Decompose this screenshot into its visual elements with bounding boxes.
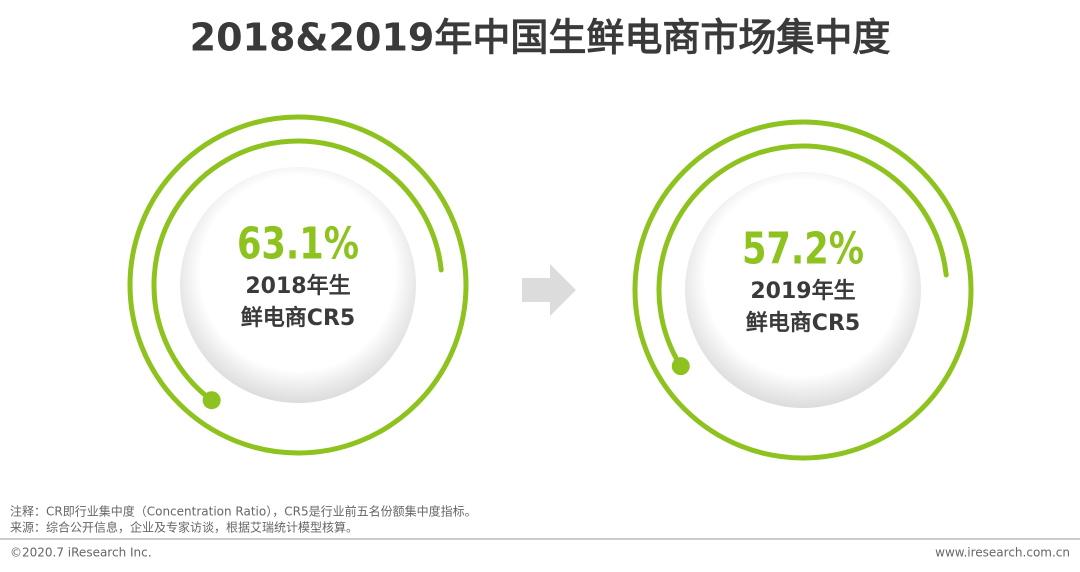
progress-arc [151, 138, 444, 403]
progress-arc [656, 143, 949, 369]
footer-right: www.iresearch.com.cn [935, 546, 1070, 560]
ring-label: 2019年生 [750, 278, 855, 304]
disk [180, 167, 416, 403]
footer-left: ©2020.7 iResearch Inc. [10, 546, 152, 560]
arc-dot [671, 357, 690, 376]
arrow [522, 264, 576, 316]
chart-title: 2018&2019年中国生鲜电商市场集中度 [190, 16, 891, 60]
note: 注释：CR即行业集中度（Concentration Ratio），CR5是行业前… [10, 504, 477, 519]
ring-label: 鲜电商CR5 [241, 305, 355, 331]
value-label: 57.2% [742, 224, 864, 275]
ring-label: 2018年生 [245, 273, 350, 299]
arc-dot [202, 391, 221, 410]
note: 来源：综合公开信息，企业及专家访谈，根据艾瑞统计模型核算。 [10, 520, 358, 535]
disk [685, 172, 921, 408]
ring-label: 鲜电商CR5 [746, 310, 860, 336]
outer-ring [632, 119, 974, 461]
value-label: 63.1% [237, 219, 359, 270]
outer-ring [127, 114, 469, 456]
